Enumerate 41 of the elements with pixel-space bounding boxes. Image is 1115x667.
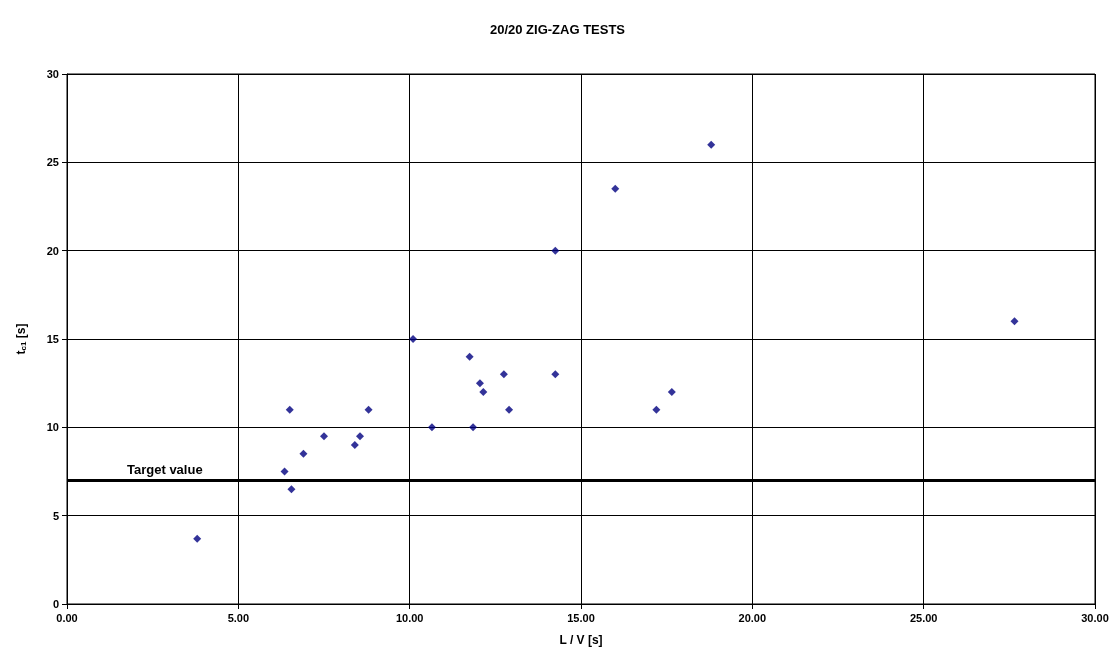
y-tick-label: 25 — [46, 156, 59, 169]
point — [499, 370, 508, 379]
point — [611, 184, 620, 193]
point — [465, 352, 474, 361]
y-tick-label: 20 — [46, 244, 59, 257]
point — [475, 379, 484, 388]
point — [505, 405, 514, 414]
point — [652, 405, 661, 414]
point — [551, 246, 560, 255]
point — [551, 370, 560, 379]
point — [355, 432, 364, 441]
ref-line-label: Target value — [127, 462, 203, 478]
point — [320, 432, 328, 441]
point — [427, 423, 436, 432]
x-tick-label: 30.00 — [1081, 611, 1109, 624]
point — [479, 388, 488, 396]
x-tick-label: 25.00 — [909, 611, 938, 624]
x-tick-label: 20.00 — [738, 611, 767, 624]
point — [193, 534, 202, 543]
y-tick-label: 0 — [52, 598, 59, 610]
point — [280, 467, 289, 476]
y-tick-label: 5 — [52, 509, 59, 522]
point — [1010, 317, 1019, 326]
x-tick-label: 10.00 — [395, 611, 424, 624]
point — [350, 441, 359, 449]
point — [285, 405, 294, 414]
chart-title: 20/20 ZIG-ZAG TESTS — [489, 22, 626, 37]
point — [469, 423, 478, 432]
point — [707, 140, 716, 149]
x-tick-label: 5.00 — [227, 611, 250, 624]
point — [667, 388, 676, 396]
y-tick-label: 15 — [46, 333, 59, 345]
point — [287, 485, 296, 494]
x-axis-title: L / V [s] — [559, 633, 603, 647]
point — [409, 335, 418, 343]
y-tick-label: 10 — [46, 421, 59, 434]
point — [299, 449, 308, 458]
x-tick-label: 0.00 — [56, 611, 78, 624]
y-tick-label: 30 — [46, 68, 59, 80]
x-tick-label: 15.00 — [567, 611, 595, 624]
point — [364, 405, 373, 414]
